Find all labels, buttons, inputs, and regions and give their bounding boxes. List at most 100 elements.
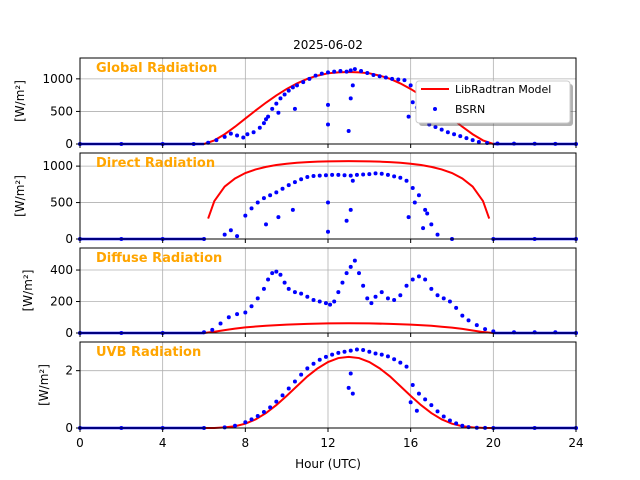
bsrn-point — [261, 196, 266, 201]
bsrn-point — [379, 171, 384, 176]
bsrn-point — [243, 213, 248, 218]
bsrn-point — [348, 68, 353, 73]
bsrn-point — [326, 70, 330, 75]
bsrn-point — [245, 132, 250, 137]
panel-title-uvb: UVB Radiation — [96, 345, 201, 360]
bsrn-point — [274, 399, 279, 404]
y-tick-label: 0 — [65, 326, 73, 340]
bsrn-point — [404, 364, 409, 369]
bsrn-point — [410, 383, 415, 387]
bsrn-point — [408, 400, 413, 405]
y-tick-label: 0 — [65, 421, 73, 435]
axes: 02 — [65, 341, 577, 435]
bsrn-point — [235, 133, 240, 138]
panel-uvb-radiation: 02 UVB Radiation [W/m²] — [37, 341, 578, 435]
y-axis-label: [W/m²] — [37, 364, 51, 406]
bsrn-point — [404, 178, 409, 183]
legend-model-label: LibRadtran Model — [455, 83, 551, 96]
bsrn-point — [255, 200, 260, 205]
bsrn-point — [423, 207, 428, 212]
bsrn-point — [261, 286, 266, 291]
figure-title: 2025-06-02 — [293, 38, 363, 52]
bsrn-point — [295, 83, 299, 88]
bsrn-point — [398, 175, 403, 180]
bsrn-point — [249, 206, 254, 211]
model-line — [207, 160, 491, 219]
bsrn-point — [367, 349, 372, 354]
bsrn-point — [317, 299, 322, 304]
bsrn-point — [228, 131, 233, 136]
panel-global-radiation: 0 500 1000 Global Radiation [W/m²] — [13, 57, 578, 151]
x-tick-label: 16 — [403, 436, 418, 450]
bsrn-point — [392, 174, 397, 179]
bsrn-point — [474, 323, 479, 328]
bsrn-point — [292, 180, 297, 185]
bsrn-point — [410, 100, 415, 105]
bsrn-point — [435, 409, 440, 414]
bsrn-point — [257, 125, 262, 130]
bsrn-point — [361, 283, 366, 288]
bsrn-point — [336, 290, 341, 295]
panel-title-diffuse: Diffuse Radiation — [96, 251, 222, 266]
bsrn-point — [404, 283, 409, 288]
legend-frame — [415, 80, 571, 124]
bsrn-point — [261, 121, 266, 126]
bsrn-point — [226, 315, 231, 320]
bsrn-point — [371, 72, 376, 77]
y-tick-label: 400 — [50, 263, 73, 277]
bsrn-point — [416, 193, 421, 198]
bsrn-point — [305, 366, 310, 371]
bsrn-point — [241, 135, 246, 140]
bsrn-point — [261, 409, 266, 414]
bsrn-point — [305, 175, 310, 180]
axes: 0 500 1000 — [42, 152, 577, 246]
bsrn-point — [412, 200, 417, 205]
bsrn-point — [326, 102, 330, 107]
bsrn-point — [350, 391, 355, 396]
bsrn-point — [454, 305, 459, 310]
bsrn-point — [348, 264, 353, 269]
bsrn-point — [365, 296, 370, 301]
bsrn-point — [311, 297, 316, 302]
model-series — [80, 355, 576, 429]
y-axis-label: [W/m²] — [21, 270, 35, 312]
bsrn-point — [439, 127, 444, 132]
bsrn-point — [402, 78, 407, 83]
bsrn-point — [274, 190, 279, 195]
bsrn-point — [222, 134, 227, 139]
x-tick-label: 24 — [568, 436, 583, 450]
bsrn-point — [290, 207, 295, 212]
bsrn-point — [379, 352, 384, 357]
bsrn-point — [268, 405, 273, 410]
bsrn-point — [421, 226, 426, 231]
bsrn-point — [441, 414, 446, 419]
bsrn-point — [385, 296, 390, 301]
bsrn-point — [274, 269, 279, 274]
bsrn-point — [414, 408, 419, 413]
bsrn-point — [429, 222, 434, 227]
bsrn-point — [396, 77, 401, 82]
bsrn-point — [243, 310, 248, 315]
bsrn-point — [435, 232, 440, 237]
bsrn-point — [319, 71, 324, 76]
bsrn-point — [270, 271, 275, 276]
bsrn-point — [470, 138, 475, 143]
y-tick-label: 1000 — [42, 159, 73, 173]
x-tick-label: 8 — [242, 436, 250, 450]
y-tick-label: 200 — [50, 295, 73, 309]
bsrn-point — [323, 354, 328, 359]
bsrn-point — [379, 290, 384, 295]
x-tick-label: 0 — [76, 436, 84, 450]
bsrn-point — [255, 413, 260, 418]
bsrn-point — [251, 130, 256, 135]
bsrn-point — [286, 183, 291, 188]
bsrn-point — [466, 318, 471, 323]
bsrn-point — [292, 379, 297, 384]
bsrn-point — [410, 185, 415, 190]
bsrn-point — [454, 421, 459, 426]
axes: 0 200 400 — [50, 247, 577, 340]
bsrn-point — [429, 403, 434, 408]
bsrn-point — [264, 222, 268, 227]
bsrn-point — [348, 207, 353, 212]
bsrn-point — [235, 312, 240, 317]
